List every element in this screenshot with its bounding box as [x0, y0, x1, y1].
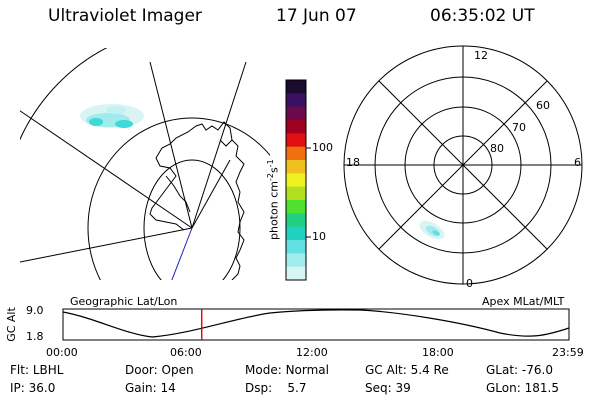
status-door: Door: Open — [125, 363, 194, 377]
right-map-caption: Apex MLat/MLT — [482, 295, 565, 308]
status-dsp: Dsp: 5.7 — [245, 381, 307, 395]
lat-circle-mid — [87, 117, 270, 280]
color-scale-bar — [286, 80, 306, 281]
timeline-ymax: 9.0 — [26, 304, 44, 317]
status-ip: IP: 36.0 — [10, 381, 56, 395]
lat-label-80: 80 — [490, 142, 504, 155]
polar-axis-diagonal — [378, 80, 548, 250]
date-label: 17 Jun 07 — [276, 6, 357, 26]
status-glon: GLon: 181.5 — [486, 381, 559, 395]
mlt-label-12: 12 — [474, 49, 488, 62]
status-mode: Mode: Normal — [245, 363, 329, 377]
timeline-xtick: 00:00 — [46, 346, 78, 359]
colorbar-swatch — [286, 160, 306, 174]
altitude-timeline — [62, 308, 570, 341]
colorbar-swatch — [286, 266, 306, 281]
time-label: 06:35:02 UT — [430, 6, 535, 26]
altitude-curve — [62, 309, 570, 338]
timeline-frame — [62, 308, 570, 341]
timeline-ymin: 1.8 — [26, 330, 44, 343]
left-map-caption: Geographic Lat/Lon — [70, 295, 178, 308]
timeline-xtick: 06:00 — [170, 346, 202, 359]
meridian-line — [20, 227, 193, 263]
colorbar-border — [285, 79, 307, 281]
colorbar-swatch — [286, 200, 306, 214]
colorbar-swatch — [286, 173, 306, 188]
coastline — [149, 121, 245, 280]
meridian-line — [191, 61, 247, 229]
status-glat: GLat: -76.0 — [486, 363, 553, 377]
mlt-label-0: 0 — [466, 277, 473, 290]
geographic-map — [20, 48, 270, 280]
colorbar-swatch — [286, 106, 306, 121]
status-seq: Seq: 39 — [365, 381, 411, 395]
colorbar-tick-label: 100 — [312, 141, 333, 154]
colorbar-swatch — [286, 240, 306, 254]
colorbar-swatch — [286, 213, 306, 228]
lat-label-60: 60 — [536, 99, 550, 112]
trajectory-line — [171, 227, 193, 280]
status-filter: Flt: LBHL — [10, 363, 64, 377]
timeline-y-label: GC Alt — [4, 307, 18, 342]
lat-circle-outer — [20, 48, 108, 141]
colorbar-swatch — [286, 146, 306, 161]
colorbar-swatch — [286, 80, 306, 94]
meridian-line — [20, 110, 193, 229]
lat-circle-inner — [143, 159, 241, 280]
timeline-xtick: 23:59 — [552, 346, 584, 359]
polar-map — [343, 45, 583, 285]
colorbar-swatch — [286, 120, 306, 134]
colorbar-unit-label: photon cm-2s-1 — [266, 159, 281, 240]
lat-label-70: 70 — [512, 121, 526, 134]
colorbar-swatch — [286, 186, 306, 201]
colorbar-swatch — [286, 93, 306, 108]
status-gain: Gain: 14 — [125, 381, 176, 395]
app-title: Ultraviolet Imager — [48, 6, 202, 26]
mlt-label-6: 6 — [574, 156, 581, 169]
meridian-line — [191, 159, 231, 229]
colorbar-swatch — [286, 226, 306, 241]
colorbar-tick-label: 10 — [312, 230, 326, 243]
colorbar-swatch — [286, 253, 306, 268]
timeline-xtick: 18:00 — [422, 346, 454, 359]
mlt-label-18: 18 — [346, 156, 360, 169]
status-gc-alt: GC Alt: 5.4 Re — [365, 363, 449, 377]
aurora-patch-left — [80, 104, 144, 128]
aurora-patch-right — [419, 220, 445, 240]
colorbar-swatch — [286, 133, 306, 148]
timeline-xtick: 12:00 — [296, 346, 328, 359]
